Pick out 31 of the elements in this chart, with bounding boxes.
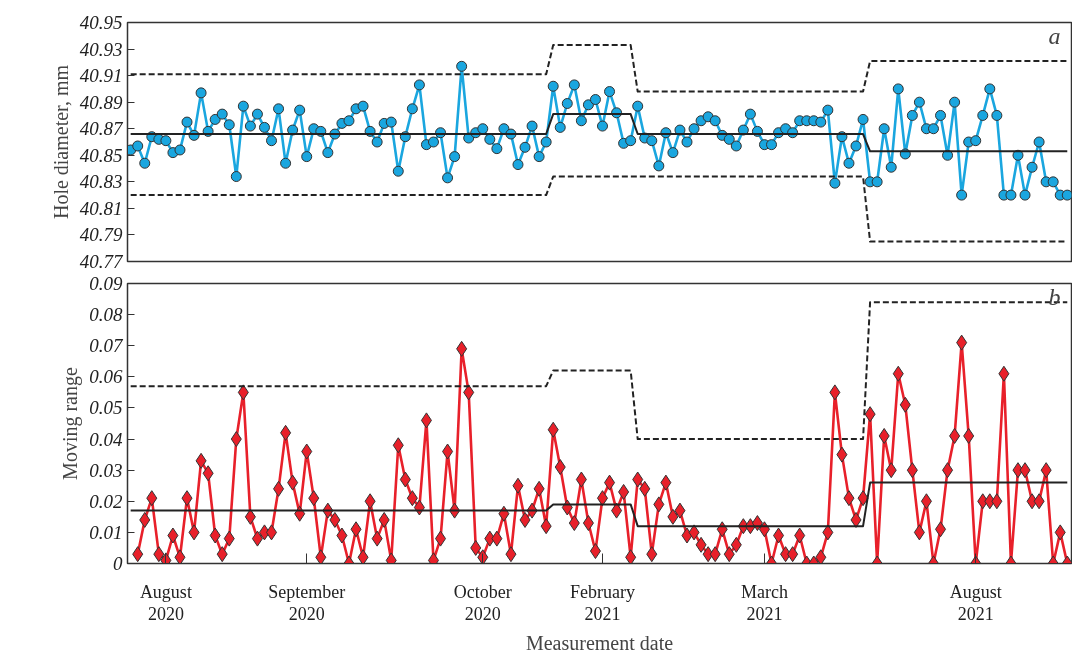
line-series <box>129 44 1069 93</box>
x-tick-label: August 2020 <box>139 581 192 624</box>
y-tick-label: 40.85 <box>79 144 123 166</box>
y-tick-label: 0.01 <box>89 521 123 543</box>
y-tick-label: 0.05 <box>89 397 123 419</box>
x-tick-label: September 2020 <box>268 581 346 624</box>
y-tick-label: 0.07 <box>89 335 124 357</box>
y-axis-title: Moving range <box>59 367 83 480</box>
y-tick-label: 0.02 <box>89 490 123 512</box>
y-tick-label: 40.83 <box>79 171 123 193</box>
y-tick-label: 40.87 <box>79 118 124 140</box>
y-tick-label: 0.06 <box>89 366 123 388</box>
y-tick-label: 0.08 <box>89 304 123 326</box>
y-tick-label: 0.03 <box>89 459 123 481</box>
y-tick-label: 40.95 <box>79 12 123 33</box>
x-tick-label: October 2020 <box>453 581 512 624</box>
annotation: a <box>1048 22 1061 49</box>
y-tick-label: 0.09 <box>89 273 123 294</box>
y-tick-label: 0 <box>113 553 123 574</box>
y-tick-label: 40.81 <box>79 197 123 219</box>
x-tick-label: March 2021 <box>740 581 788 624</box>
x-tick-label: February 2021 <box>570 581 635 624</box>
y-tick-label: 40.89 <box>79 91 123 113</box>
y-tick-label: 40.79 <box>79 224 123 246</box>
x-axis-title: Measurement date <box>525 631 674 654</box>
y-tick-label: 40.91 <box>79 65 123 87</box>
y-tick-label: 40.77 <box>79 251 124 272</box>
y-tick-label: 40.93 <box>79 38 123 60</box>
x-tick-label: August 2021 <box>949 581 1002 624</box>
y-tick-label: 0.04 <box>89 428 123 450</box>
y-axis-title: Hole diameter, mm <box>49 64 72 220</box>
